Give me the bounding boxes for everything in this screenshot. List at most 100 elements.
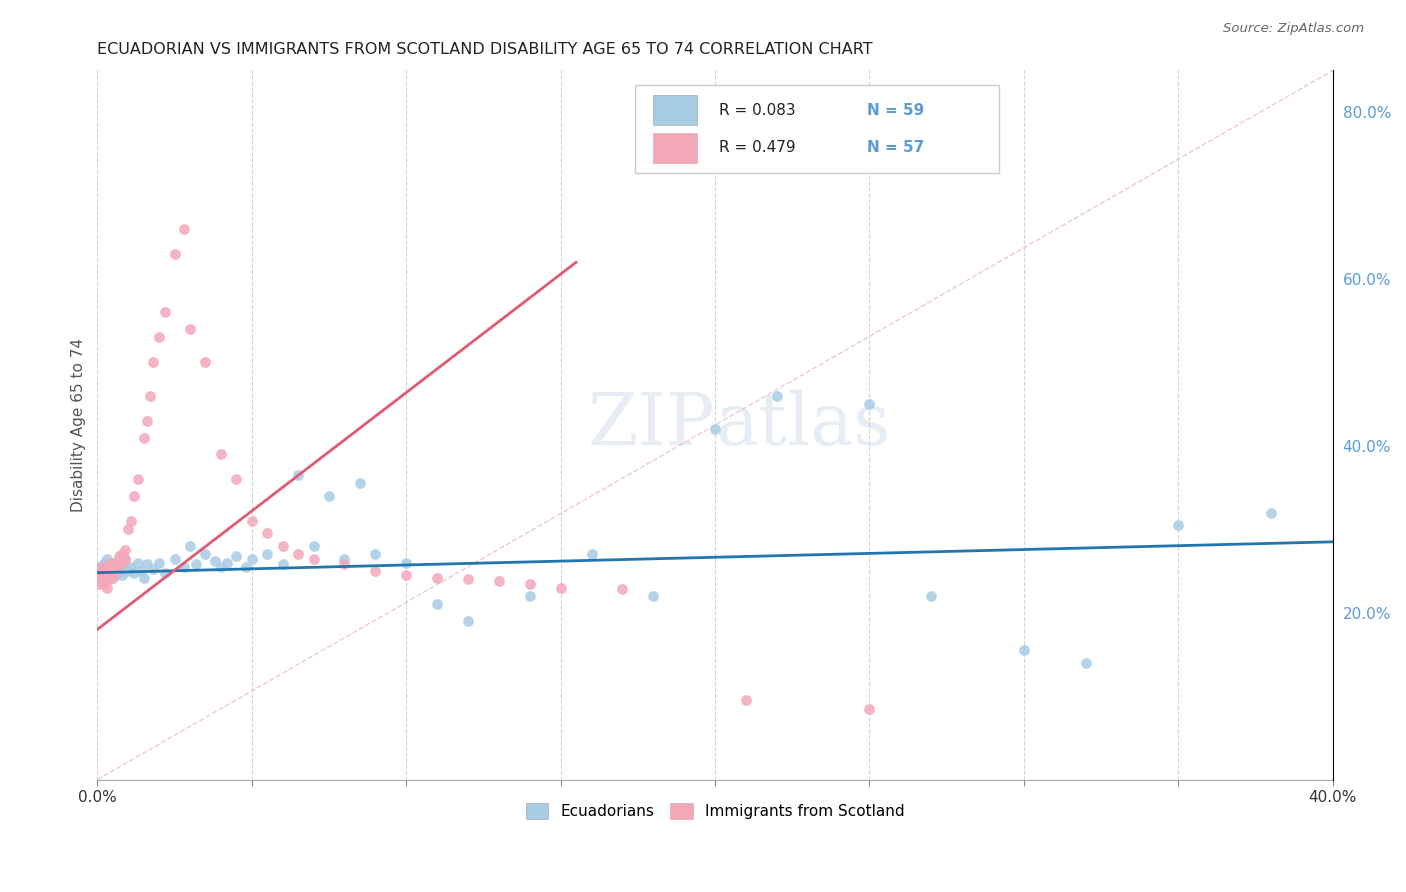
- Point: [395, 568, 418, 582]
- Point: [364, 564, 387, 578]
- Point: [426, 598, 449, 612]
- Point: [127, 556, 149, 570]
- Point: [240, 551, 263, 566]
- Point: [148, 330, 170, 344]
- Point: [1012, 643, 1035, 657]
- Point: [101, 559, 124, 574]
- Point: [194, 547, 217, 561]
- Point: [920, 589, 942, 603]
- Point: [163, 247, 186, 261]
- Point: [155, 566, 177, 580]
- Point: [1260, 506, 1282, 520]
- Point: [139, 389, 162, 403]
- Point: [98, 559, 121, 574]
- Point: [127, 472, 149, 486]
- Point: [96, 573, 118, 587]
- Point: [96, 551, 118, 566]
- FancyBboxPatch shape: [654, 95, 696, 125]
- Point: [120, 514, 142, 528]
- Point: [89, 559, 111, 574]
- Point: [120, 559, 142, 574]
- Point: [111, 547, 134, 561]
- Point: [98, 568, 121, 582]
- Point: [426, 571, 449, 585]
- Point: [186, 558, 208, 572]
- Point: [93, 568, 115, 582]
- Point: [333, 558, 356, 572]
- Point: [98, 564, 121, 578]
- Text: ECUADORIAN VS IMMIGRANTS FROM SCOTLAND DISABILITY AGE 65 TO 74 CORRELATION CHART: ECUADORIAN VS IMMIGRANTS FROM SCOTLAND D…: [97, 42, 873, 57]
- Point: [108, 549, 131, 563]
- FancyBboxPatch shape: [634, 85, 1000, 173]
- Point: [318, 489, 340, 503]
- Point: [132, 431, 155, 445]
- Point: [1074, 656, 1097, 670]
- Point: [217, 556, 239, 570]
- Legend: Ecuadorians, Immigrants from Scotland: Ecuadorians, Immigrants from Scotland: [519, 797, 911, 825]
- Point: [302, 551, 325, 566]
- Point: [235, 559, 257, 574]
- Point: [114, 551, 136, 566]
- Point: [101, 564, 124, 578]
- Point: [96, 564, 118, 578]
- Point: [333, 551, 356, 566]
- Text: ZIP: ZIP: [588, 390, 716, 460]
- Point: [550, 581, 572, 595]
- Point: [111, 559, 134, 574]
- Point: [96, 559, 118, 574]
- Point: [204, 554, 226, 568]
- Point: [101, 566, 124, 580]
- Point: [89, 573, 111, 587]
- Point: [240, 514, 263, 528]
- Point: [108, 556, 131, 570]
- Point: [117, 564, 139, 578]
- Point: [704, 422, 727, 436]
- FancyBboxPatch shape: [654, 133, 696, 162]
- Point: [271, 558, 294, 572]
- Point: [209, 559, 232, 574]
- Point: [612, 582, 634, 597]
- Point: [163, 551, 186, 566]
- Point: [173, 222, 195, 236]
- Text: N = 57: N = 57: [868, 140, 924, 155]
- Point: [457, 614, 479, 628]
- Point: [104, 556, 127, 570]
- Point: [96, 568, 118, 582]
- Y-axis label: Disability Age 65 to 74: Disability Age 65 to 74: [72, 338, 86, 512]
- Point: [108, 558, 131, 572]
- Point: [148, 556, 170, 570]
- Point: [96, 581, 118, 595]
- Point: [287, 547, 309, 561]
- Point: [117, 522, 139, 536]
- Point: [179, 322, 201, 336]
- Text: atlas: atlas: [716, 390, 890, 460]
- Point: [287, 468, 309, 483]
- Point: [364, 547, 387, 561]
- Point: [93, 564, 115, 578]
- Point: [111, 556, 134, 570]
- Point: [93, 576, 115, 591]
- Point: [519, 589, 541, 603]
- Point: [225, 549, 247, 563]
- Point: [101, 556, 124, 570]
- Point: [1167, 518, 1189, 533]
- Point: [135, 558, 157, 572]
- Point: [108, 564, 131, 578]
- Point: [488, 574, 510, 588]
- Point: [104, 564, 127, 578]
- Point: [98, 573, 121, 587]
- Point: [89, 559, 111, 574]
- Point: [101, 571, 124, 585]
- Point: [89, 576, 111, 591]
- Point: [766, 389, 789, 403]
- Point: [93, 556, 115, 570]
- Point: [155, 305, 177, 319]
- Point: [129, 564, 152, 578]
- Point: [271, 539, 294, 553]
- Point: [858, 701, 880, 715]
- Point: [256, 526, 278, 541]
- Text: R = 0.083: R = 0.083: [718, 103, 796, 118]
- Point: [395, 556, 418, 570]
- Point: [256, 547, 278, 561]
- Point: [93, 573, 115, 587]
